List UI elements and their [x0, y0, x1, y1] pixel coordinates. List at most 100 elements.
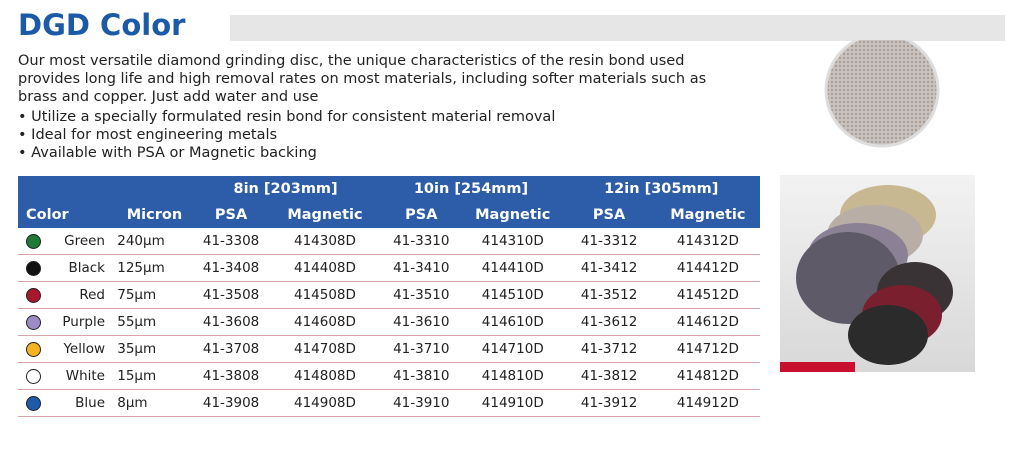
- bullet-list: • Utilize a specially formulated resin b…: [18, 108, 555, 162]
- cell: 41-3512: [562, 281, 656, 309]
- color-cell: White: [18, 362, 118, 390]
- color-cell: Red: [18, 281, 118, 309]
- cell: 414708D: [270, 335, 380, 363]
- cell: 41-3908: [191, 389, 271, 417]
- column-header: Magnetic: [655, 202, 760, 228]
- cell: 41-3808: [191, 362, 271, 390]
- cell: 41-3510: [379, 281, 464, 309]
- column-header: Micron: [117, 202, 192, 228]
- group-header: 10in [254mm]: [379, 176, 563, 202]
- cell: 41-3812: [562, 362, 656, 390]
- color-cell: Green: [18, 228, 118, 255]
- cell: 75µm: [117, 281, 192, 309]
- cell: 35µm: [117, 335, 192, 363]
- cell: 41-3412: [562, 254, 656, 282]
- color-name: Red: [79, 287, 105, 303]
- color-swatch: [26, 368, 41, 384]
- disc: [848, 305, 928, 365]
- cell: 41-3308: [191, 228, 271, 255]
- color-swatch: [26, 341, 41, 357]
- group-header: 12in [305mm]: [562, 176, 760, 202]
- cell: 414810D: [463, 362, 563, 390]
- product-images: [780, 40, 975, 372]
- color-name: Purple: [62, 314, 105, 330]
- cell: 414910D: [463, 389, 563, 417]
- color-cell: Black: [18, 254, 118, 282]
- cell: 414610D: [463, 308, 563, 336]
- cell: 414512D: [655, 281, 760, 309]
- column-header: PSA: [379, 202, 464, 228]
- title-bar: [230, 15, 1005, 41]
- color-cell: Blue: [18, 389, 118, 417]
- cell: 41-3710: [379, 335, 464, 363]
- cell: 41-3410: [379, 254, 464, 282]
- title: DGD Color: [18, 8, 186, 42]
- product-table: 8in [203mm] 10in [254mm] 12in [305mm] Colo…: [18, 176, 760, 417]
- color-cell: Yellow: [18, 335, 118, 363]
- column-header: Color: [18, 202, 118, 228]
- table-row: Red 75µm 41-3508 414508D 41-3510 414510D 41-35…: [18, 281, 760, 309]
- column-header: Magnetic: [270, 202, 380, 228]
- cell: 414408D: [270, 254, 380, 282]
- cell: 414508D: [270, 281, 380, 309]
- color-name: Black: [68, 260, 105, 276]
- bullet: • Ideal for most engineering metals: [18, 127, 278, 143]
- cell: 41-3708: [191, 335, 271, 363]
- cell: 41-3912: [562, 389, 656, 417]
- color-swatch: [26, 233, 41, 249]
- cell: 55µm: [117, 308, 192, 336]
- group-header: 8in [203mm]: [191, 176, 380, 202]
- cell: 414812D: [655, 362, 760, 390]
- color-name: Green: [64, 233, 105, 249]
- cell: 41-3408: [191, 254, 271, 282]
- cell: 240µm: [117, 228, 192, 255]
- cell: 414908D: [270, 389, 380, 417]
- cell: 125µm: [117, 254, 192, 282]
- column-header: Magnetic: [463, 202, 563, 228]
- cell: 414712D: [655, 335, 760, 363]
- color-swatch: [26, 287, 41, 303]
- cell: 41-3310: [379, 228, 464, 255]
- description: Our most versatile diamond grinding disc…: [18, 53, 707, 105]
- cell: 414308D: [270, 228, 380, 255]
- header-cell: [18, 176, 192, 202]
- cell: 414312D: [655, 228, 760, 255]
- table-row: Purple 55µm 41-3608 414608D 41-3610 414610D 41…: [18, 308, 760, 336]
- cell: 41-3810: [379, 362, 464, 390]
- accent-bar: [780, 362, 855, 372]
- cell: 414608D: [270, 308, 380, 336]
- cell: 41-3312: [562, 228, 656, 255]
- cell: 41-3712: [562, 335, 656, 363]
- color-swatch: [26, 260, 41, 276]
- color-name: Blue: [75, 395, 105, 411]
- color-name: Yellow: [63, 341, 105, 357]
- texture-image: [824, 40, 940, 148]
- cell: 414612D: [655, 308, 760, 336]
- cell: 414410D: [463, 254, 563, 282]
- cell: 414912D: [655, 389, 760, 417]
- color-name: White: [65, 368, 105, 384]
- cell: 41-3608: [191, 308, 271, 336]
- cell: 41-3508: [191, 281, 271, 309]
- color-swatch: [26, 314, 41, 330]
- table-row: Yellow 35µm 41-3708 414708D 41-3710 414710D 41…: [18, 335, 760, 363]
- table-row: Black 125µm 41-3408 414408D 41-3410 414410D 41…: [18, 254, 760, 282]
- bullet: • Utilize a specially formulated resin b…: [18, 109, 556, 125]
- color-swatch: [26, 395, 41, 411]
- column-header: PSA: [191, 202, 271, 228]
- color-cell: Purple: [18, 308, 118, 336]
- cell: 41-3910: [379, 389, 464, 417]
- cell: 8µm: [117, 389, 192, 417]
- cell: 414412D: [655, 254, 760, 282]
- cell: 414510D: [463, 281, 563, 309]
- cell: 414710D: [463, 335, 563, 363]
- column-header: PSA: [562, 202, 656, 228]
- cell: 41-3612: [562, 308, 656, 336]
- cell: 414310D: [463, 228, 563, 255]
- cell: 414808D: [270, 362, 380, 390]
- table-row: Blue 8µm 41-3908 414908D 41-3910 414910D 41-39…: [18, 389, 760, 417]
- table-row: Green 240µm 41-3308 414308D 41-3310 414310D 41…: [18, 228, 760, 255]
- cell: 15µm: [117, 362, 192, 390]
- table-row: White 15µm 41-3808 414808D 41-3810 414810D 41-…: [18, 362, 760, 390]
